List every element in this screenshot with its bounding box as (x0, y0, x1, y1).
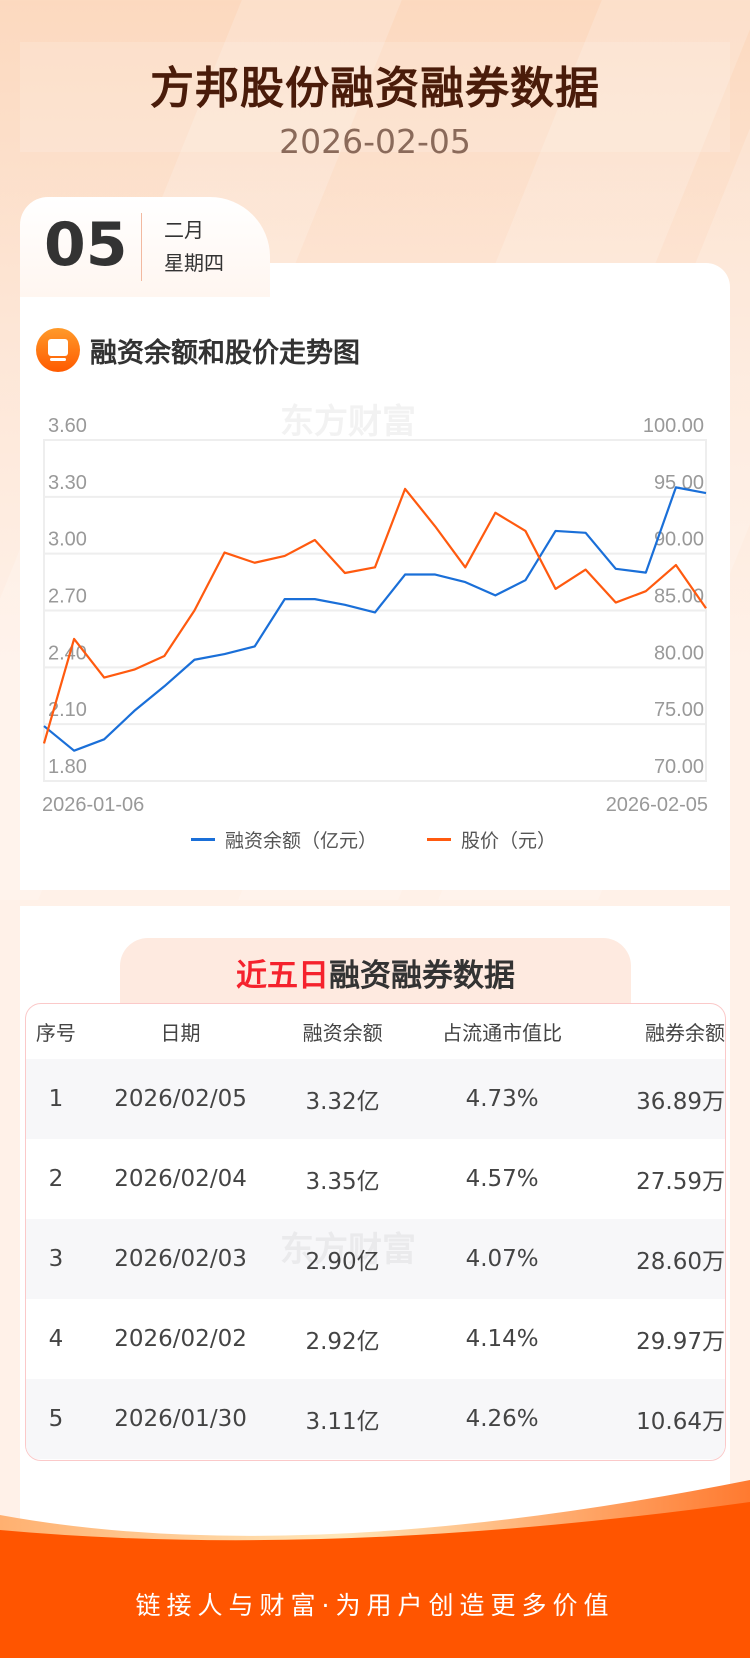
y-right-tick-label: 85.00 (654, 586, 704, 608)
header-margin-balance: 融资余额 (302, 1021, 383, 1045)
cell-date: 2026/02/03 (114, 1246, 247, 1272)
cell-date: 2026/02/05 (114, 1086, 247, 1112)
legend-label: 融资余额（亿元） (225, 830, 378, 852)
watermark: 东方财富 (280, 1230, 416, 1270)
cell-margin-balance: 3.32亿 (305, 1089, 380, 1115)
y-right-tick-label: 100.00 (643, 415, 704, 437)
cell-short-balance: 27.59万 (636, 1169, 725, 1195)
cell-date: 2026/02/02 (114, 1326, 247, 1352)
y-right-tick-label: 95.00 (654, 472, 704, 494)
date-day: 05 (44, 210, 128, 280)
y-left-tick-label: 2.70 (48, 586, 87, 608)
header-date: 日期 (160, 1021, 201, 1045)
y-right-tick-label: 75.00 (654, 699, 704, 721)
table-row: 1 2026/02/05 3.32亿 4.73% 36.89万 (26, 1059, 725, 1139)
cell-short-balance: 29.97万 (636, 1329, 725, 1355)
legend-label: 股价（元） (461, 830, 557, 852)
title-rest: 融资融券数据 (329, 958, 515, 994)
cell-date: 2026/02/04 (114, 1166, 247, 1192)
y-left-tick-label: 3.60 (48, 415, 87, 437)
line-chart: 3.60 100.00 3.30 95.00 3.00 90.00 2.70 85.00 2.4… (42, 415, 708, 816)
footer-slogan: 链接人与财富·为用户创造更多价值 (135, 1591, 615, 1620)
table-row: 3 2026/02/03 2.90亿 4.07% 28.60万 (26, 1219, 725, 1299)
table-row: 5 2026/01/30 3.11亿 4.26% 10.64万 (26, 1379, 725, 1459)
date-month: 二月 (164, 218, 204, 242)
cell-index: 3 (48, 1246, 64, 1272)
series-line-margin-balance (43, 486, 707, 752)
y-left-tick-label: 1.80 (48, 756, 87, 778)
cell-margin-balance: 2.92亿 (305, 1329, 380, 1355)
date-badge (20, 197, 270, 297)
chart-icon (36, 328, 80, 372)
cell-margin-balance: 3.35亿 (305, 1169, 380, 1195)
series-line-stock-price (42, 487, 707, 744)
page-date: 2026-02-05 (279, 122, 471, 161)
cell-short-balance: 28.60万 (636, 1249, 725, 1275)
header-float-ratio: 占流通市值比 (442, 1021, 563, 1045)
cell-margin-balance: 3.11亿 (305, 1409, 380, 1435)
cell-float-ratio: 4.14% (465, 1326, 539, 1352)
title-highlight: 近五日 (236, 958, 329, 994)
cell-index: 5 (48, 1406, 64, 1432)
y-left-tick-label: 3.30 (48, 472, 87, 494)
date-divider (141, 213, 142, 281)
cell-margin-balance: 2.90亿 (305, 1249, 380, 1275)
chart-card (20, 263, 730, 890)
legend-swatch-orange (427, 838, 451, 841)
header-index: 序号 (35, 1021, 76, 1045)
cell-float-ratio: 4.57% (465, 1166, 539, 1192)
cell-float-ratio: 4.26% (465, 1406, 539, 1432)
date-weekday: 星期四 (164, 251, 224, 275)
y-left-tick-label: 3.00 (48, 529, 87, 551)
cell-index: 2 (48, 1166, 64, 1192)
table-header: 序号 日期 融资余额 占流通市值比 融券余额 (26, 1004, 725, 1059)
cell-float-ratio: 4.07% (465, 1246, 539, 1272)
footer-wave (0, 1480, 750, 1658)
page-title: 方邦股份融资融券数据 (150, 63, 600, 114)
x-tick-label-start: 2026-01-06 (42, 794, 144, 816)
cell-date: 2026/01/30 (114, 1406, 247, 1432)
table-row: 2 2026/02/04 3.35亿 4.57% 27.59万 (26, 1139, 725, 1219)
margin-data-table: 序号 日期 融资余额 占流通市值比 融券余额 1 2026/02/05 3.32亿 4… (25, 1003, 726, 1461)
legend-swatch-blue (191, 838, 215, 841)
y-right-tick-label: 80.00 (654, 642, 704, 664)
table-row: 4 2026/02/02 2.92亿 4.14% 29.97万 (26, 1299, 725, 1379)
header-short-balance: 融券余额 (644, 1021, 725, 1045)
cell-float-ratio: 4.73% (465, 1086, 539, 1112)
y-left-tick-label: 2.40 (48, 642, 87, 664)
y-right-tick-label: 70.00 (654, 756, 704, 778)
title-band (20, 42, 730, 152)
legend-item-margin-balance: 融资余额（亿元） (191, 826, 377, 853)
legend-item-stock-price: 股价（元） (427, 826, 556, 853)
cell-index: 4 (48, 1326, 64, 1352)
watermark: 东方财富 (280, 402, 416, 442)
table-section-title: 近五日融资融券数据 (120, 938, 631, 1008)
x-tick-label-end: 2026-02-05 (606, 794, 708, 816)
y-right-tick-label: 90.00 (654, 529, 704, 551)
chart-section-title: 融资余额和股价走势图 (90, 338, 360, 369)
cell-short-balance: 10.64万 (636, 1409, 725, 1435)
y-left-tick-label: 2.10 (48, 699, 87, 721)
cell-short-balance: 36.89万 (636, 1089, 725, 1115)
cell-index: 1 (48, 1086, 64, 1112)
